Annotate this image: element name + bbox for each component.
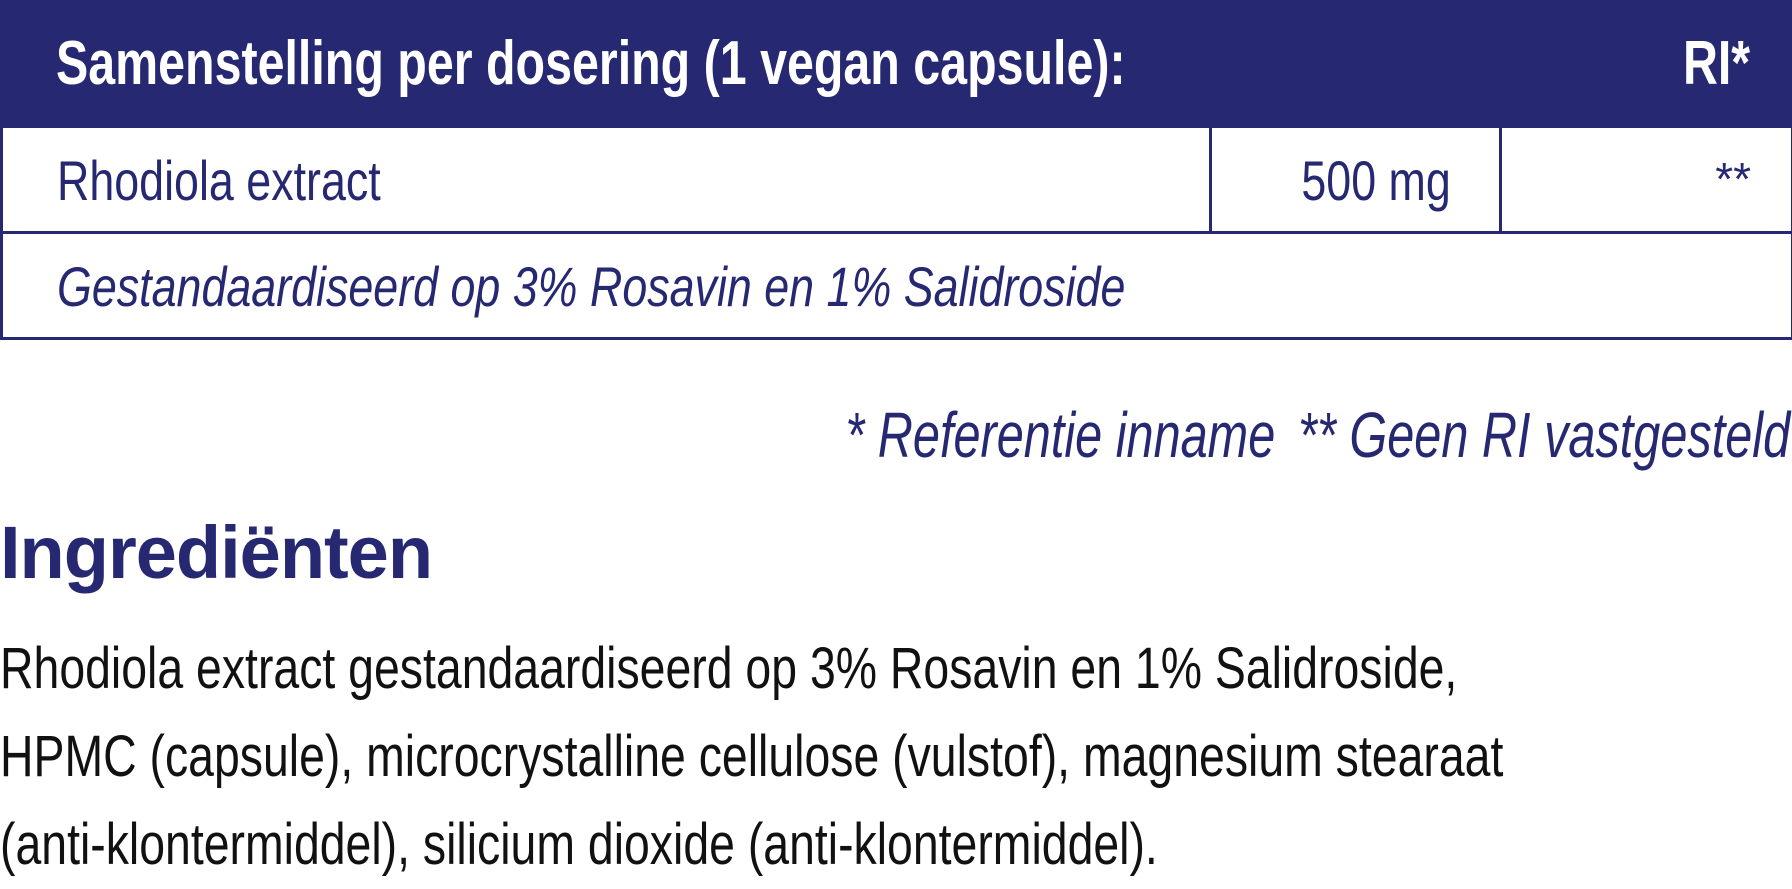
standardization-note: Gestandaardiseerd op 3% Rosavin en 1% Sa… bbox=[57, 255, 1126, 318]
ingredients-heading: Ingrediënten bbox=[0, 511, 433, 594]
table-row: Rhodiola extract 500 mg ** bbox=[0, 128, 1792, 234]
footnote-no-ri: ** Geen RI vastgesteld bbox=[1297, 399, 1790, 471]
ingredient-ri: ** bbox=[1715, 153, 1751, 205]
composition-table: Samenstelling per dosering (1 vegan caps… bbox=[0, 0, 1792, 340]
ingredient-amount: 500 mg bbox=[1301, 149, 1451, 212]
ingredient-name: Rhodiola extract bbox=[57, 149, 381, 212]
footnote-ri: * Referentie inname bbox=[845, 399, 1276, 471]
footnotes: * Referentie inname ** Geen RI vastgestel… bbox=[822, 398, 1790, 472]
ingredients-line: Rhodiola extract gestandaardiseerd op 3%… bbox=[0, 636, 1458, 701]
column-divider bbox=[1499, 128, 1502, 231]
ri-header: RI* bbox=[1682, 29, 1750, 98]
column-divider bbox=[1209, 128, 1212, 231]
table-header: Samenstelling per dosering (1 vegan caps… bbox=[0, 0, 1792, 128]
ingredients-text: Rhodiola extract gestandaardiseerd op 3%… bbox=[0, 625, 1792, 889]
table-title: Samenstelling per dosering (1 vegan caps… bbox=[56, 29, 1126, 98]
ingredients-line: (anti-klontermiddel), silicium dioxide (… bbox=[0, 812, 1158, 877]
ingredients-line: HPMC (capsule), microcrystalline cellulo… bbox=[0, 724, 1504, 789]
table-row: Gestandaardiseerd op 3% Rosavin en 1% Sa… bbox=[0, 234, 1792, 340]
